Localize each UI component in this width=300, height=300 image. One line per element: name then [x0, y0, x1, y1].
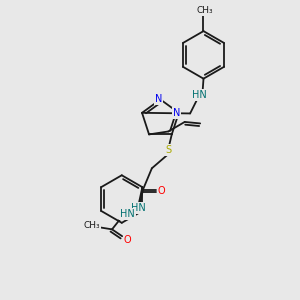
Text: N: N [173, 108, 180, 118]
Text: O: O [158, 186, 165, 196]
Text: S: S [165, 145, 171, 155]
Text: HN: HN [120, 209, 135, 219]
Text: O: O [124, 235, 131, 245]
Text: CH₃: CH₃ [197, 6, 213, 15]
Text: HN: HN [192, 90, 206, 100]
Text: HN: HN [131, 203, 146, 213]
Text: CH₃: CH₃ [83, 221, 100, 230]
Text: N: N [155, 94, 163, 104]
